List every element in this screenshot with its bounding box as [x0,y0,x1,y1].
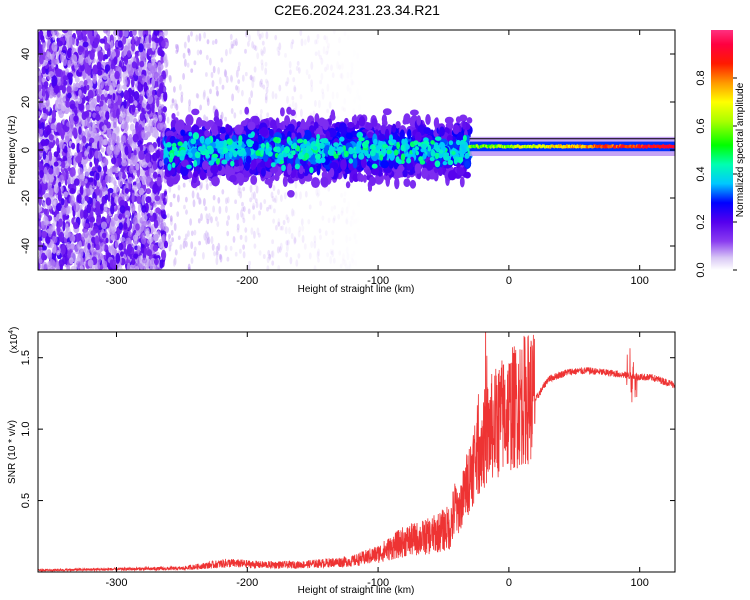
spectrogram-y-tick-label: 0 [20,147,32,153]
spectrogram-y-tick-label: -20 [20,190,32,206]
colorbar-tick-label: 0.2 [695,214,707,229]
colorbar-gradient [711,30,733,270]
snr-x-label: Height of straight line (km) [298,585,415,596]
snr-series-line [38,332,675,572]
snr-y-tick-label: 0.5 [20,493,32,508]
snr-x-tick-label: 100 [631,577,649,589]
snr-x-tick-label: -100 [367,577,389,589]
spectrogram-x-tick-label: 100 [631,275,649,287]
colorbar-tick-label: 0.4 [695,166,707,181]
colorbar-ticks: 0.0 0.2 0.4 0.6 0.8 [695,70,737,278]
spectrogram-y-label: Frequency (Hz) [7,116,18,185]
spectrogram-y-tick-label: 40 [20,48,32,60]
spectrogram-x-label: Height of straight line (km) [298,284,415,295]
snr-frame [37,331,676,573]
colorbar-tick-label: 0.0 [695,262,707,277]
snr-scale-note: (x104) [8,327,20,354]
snr-x-tick-label: -200 [236,577,258,589]
snr-x-ticks: -300 -200 -100 0 100 [105,332,649,589]
snr-panel: -300 -200 -100 0 100 0.5 1.0 1.5 Height of str… [7,327,676,596]
colorbar: 0.0 0.2 0.4 0.6 0.8 Normalized spectral ampl… [695,30,746,278]
spectrogram-x-tick-label: -100 [367,275,389,287]
snr-y-label: SNR (10 * v/v) [7,420,18,484]
snr-line-layer [38,332,675,572]
spectrogram-y-ticks: -40 -20 0 20 40 [20,48,675,254]
snr-y-tick-label: 1.5 [20,350,32,365]
spectrogram-x-tick-label: -200 [236,275,258,287]
spectrogram-x-tick-label: 0 [506,275,512,287]
spectrogram-y-tick-label: 20 [20,96,32,108]
snr-x-tick-label: 0 [506,577,512,589]
spectrogram-heatmap [38,30,675,270]
spectrogram-x-tick-label: -300 [105,275,127,287]
colorbar-tick-label: 0.6 [695,118,707,133]
snr-x-tick-label: -300 [105,577,127,589]
colorbar-label: Normalized spectral amplitude [735,82,746,217]
figure-title: C2E6.2024.231.23.34.R21 [274,2,440,18]
colorbar-tick-label: 0.8 [695,70,707,85]
spectrogram-y-tick-label: -40 [20,238,32,254]
spectrogram-x-ticks: -300 -200 -100 0 100 [105,30,649,287]
snr-y-tick-label: 1.0 [20,421,32,436]
snr-y-ticks: 0.5 1.0 1.5 [20,350,675,508]
